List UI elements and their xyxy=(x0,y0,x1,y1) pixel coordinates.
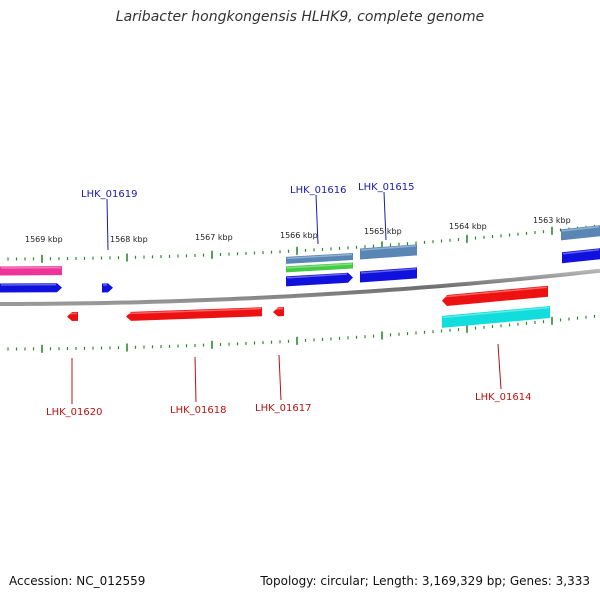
gene-pink-1[interactable] xyxy=(0,266,62,276)
gene-red-2[interactable] xyxy=(126,307,262,321)
label-line-lhk-01615 xyxy=(383,191,387,241)
gene-green-1-highlight xyxy=(286,263,353,269)
gene-label-lhk-01618[interactable]: LHK_01618 xyxy=(170,405,226,416)
gene-label-lhk-01614[interactable]: LHK_01614 xyxy=(475,392,531,403)
gene-red-1[interactable] xyxy=(67,311,78,321)
gene-steelblue-1-highlight xyxy=(286,253,353,260)
gene-red-4[interactable] xyxy=(442,285,548,306)
gene-steelblue-3-highlight xyxy=(561,225,600,232)
map-title: Laribacter hongkongensis HLHK9, complete… xyxy=(115,9,485,25)
gene-blue-4-highlight xyxy=(360,268,417,274)
tick-marks-inner xyxy=(7,314,596,353)
scale-label: 1566 kbp xyxy=(280,231,318,240)
gene-red-3-highlight xyxy=(273,307,284,310)
gene-label-lhk-01620[interactable]: LHK_01620 xyxy=(46,407,102,418)
gene-red-2-highlight xyxy=(126,307,262,315)
gene-blue-1[interactable] xyxy=(0,283,62,293)
label-line-lhk-01614 xyxy=(497,343,502,390)
gene-blue-4[interactable] xyxy=(360,267,417,283)
label-line-lhk-01617 xyxy=(278,354,282,401)
gene-red-3[interactable] xyxy=(273,307,284,317)
gene-steelblue-1[interactable] xyxy=(286,253,353,264)
scale-label: 1567 kbp xyxy=(195,233,233,242)
gene-steelblue-2-highlight xyxy=(360,245,417,251)
gene-green-1[interactable] xyxy=(286,262,353,273)
scale-label: 1564 kbp xyxy=(449,222,487,231)
gene-cyan-1[interactable] xyxy=(442,306,550,328)
label-line-lhk-01618 xyxy=(194,356,197,403)
genome-summary-text: Topology: circular; Length: 3,169,329 bp… xyxy=(260,574,590,588)
scale-label: 1565 kbp xyxy=(364,227,402,236)
label-line-lhk-01616 xyxy=(315,194,319,245)
gene-steelblue-2[interactable] xyxy=(360,244,417,260)
gene-red-4-highlight xyxy=(442,286,548,298)
tick-marks-outer xyxy=(7,224,596,263)
gene-blue-5[interactable] xyxy=(562,248,600,264)
gene-label-lhk-01619[interactable]: LHK_01619 xyxy=(81,189,137,200)
gene-blue-3[interactable] xyxy=(286,272,353,287)
scale-label: 1569 kbp xyxy=(25,235,63,244)
genome-backbone xyxy=(0,268,600,306)
gene-blue-2[interactable] xyxy=(102,283,113,293)
gene-label-lhk-01616[interactable]: LHK_01616 xyxy=(290,185,346,196)
gene-blue-5-highlight xyxy=(562,248,600,255)
label-line-lhk-01619 xyxy=(106,198,109,251)
accession-text: Accession: NC_012559 xyxy=(9,574,146,588)
scale-label: 1568 kbp xyxy=(110,235,148,244)
scale-label: 1563 kbp xyxy=(533,216,571,225)
gene-features xyxy=(0,225,600,328)
gene-blue-3-highlight xyxy=(286,273,348,279)
gene-label-lhk-01615[interactable]: LHK_01615 xyxy=(358,182,414,193)
gene-label-lines xyxy=(71,191,502,404)
gene-steelblue-3[interactable] xyxy=(561,225,600,241)
gene-label-lhk-01617[interactable]: LHK_01617 xyxy=(255,403,311,414)
gene-cyan-1-highlight xyxy=(442,306,550,319)
